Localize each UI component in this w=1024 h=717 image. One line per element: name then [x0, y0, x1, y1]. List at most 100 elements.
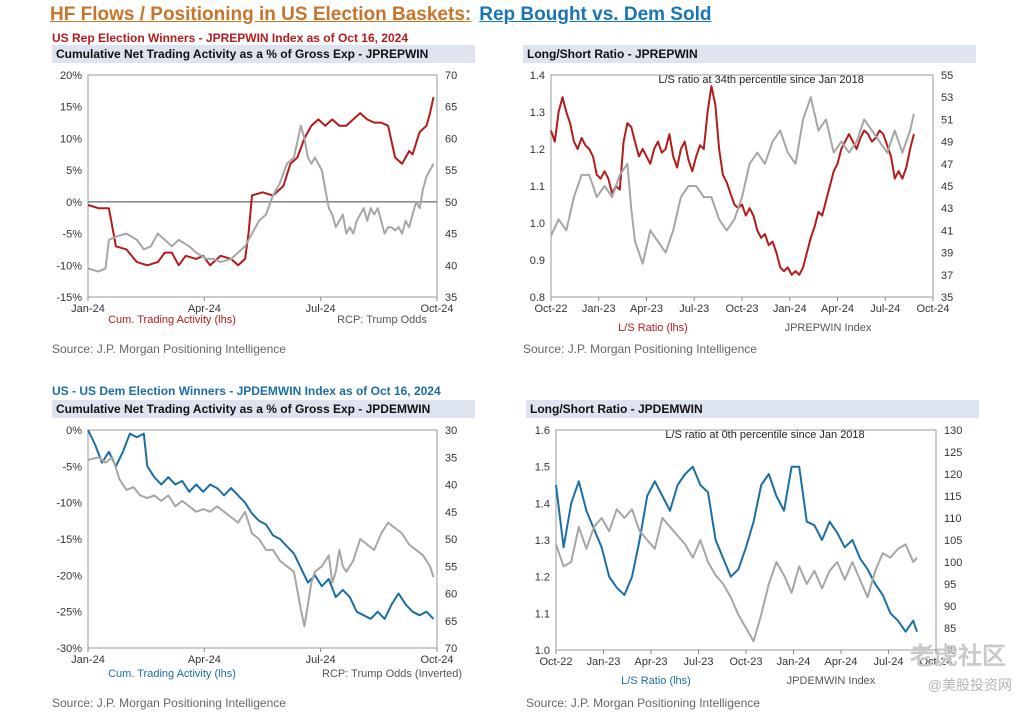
- left-axis-tick: 1.4: [535, 498, 550, 510]
- x-axis-tick: Jul-23: [684, 656, 714, 668]
- x-axis-tick: Oct-23: [725, 303, 758, 315]
- dem-ls-panel: Long/Short Ratio - JPDEMWIN 1.6 1.5 1.4 1.3…: [526, 400, 979, 700]
- right-axis-tick: 35: [941, 292, 953, 304]
- right-axis-tick: 70: [445, 643, 457, 655]
- legend-right: JPDEMWIN Index: [787, 675, 876, 687]
- source-note: Source: J.P. Morgan Positioning Intellig…: [52, 696, 286, 710]
- title-part2: Rep Bought vs. Dem Sold: [479, 4, 712, 25]
- right-axis-tick: 95: [944, 579, 956, 591]
- section-dem-title: US - US Dem Election Winners - JPDEMWIN …: [52, 384, 441, 398]
- right-axis-tick: 60: [445, 133, 457, 145]
- right-axis-tick: 110: [944, 513, 962, 525]
- right-axis-tick: 50: [445, 534, 457, 546]
- dem-flows-chart: 0% -5% -10% -15% -20% -25% -30% 30 35 40 45 50 55 60 6…: [56, 425, 462, 680]
- left-axis-tick: 1.1: [530, 181, 545, 193]
- right-axis-tick: 105: [944, 535, 962, 547]
- x-axis-tick: Oct-24: [919, 656, 952, 668]
- x-axis-tick: Jul-24: [306, 303, 336, 315]
- legend-left: L/S Ratio (lhs): [618, 322, 688, 334]
- series-line-jprepwin-index: [550, 96, 915, 265]
- legend-left: Cum. Trading Activity (lhs): [108, 668, 236, 680]
- legend-right: JPREPWIN Index: [785, 322, 872, 334]
- right-axis-tick: 35: [445, 292, 457, 304]
- source-note: Source: J.P. Morgan Positioning Intellig…: [52, 342, 286, 356]
- x-axis-tick: Jul-24: [306, 654, 336, 666]
- series-line-cum-trading-activity-lhs: [87, 429, 435, 620]
- dem-ls-title: Long/Short Ratio - JPDEMWIN: [526, 400, 979, 418]
- left-axis-tick: 1.3: [535, 535, 550, 547]
- right-axis-tick: 49: [941, 137, 953, 149]
- left-axis-tick: -25%: [56, 607, 82, 619]
- x-axis-tick: Jan-24: [773, 303, 807, 315]
- right-axis-tick: 39: [941, 248, 953, 260]
- source-note: Source: J.P. Morgan Positioning Intellig…: [526, 696, 760, 710]
- x-axis-tick: Oct-22: [539, 656, 572, 668]
- right-axis-tick: 55: [445, 165, 457, 177]
- left-axis-tick: 1.2: [530, 144, 545, 156]
- right-axis-tick: 50: [445, 197, 457, 209]
- left-axis-tick: 0%: [66, 425, 82, 437]
- x-axis-tick: Apr-24: [188, 654, 221, 666]
- right-axis-tick: 55: [941, 70, 953, 82]
- left-axis-tick: 0%: [66, 197, 82, 209]
- chart-annotation: L/S ratio at 0th percentile since Jan 20…: [665, 429, 864, 441]
- rep-flows-title: Cumulative Net Trading Activity as a % o…: [52, 45, 475, 63]
- series-line-l-s-ratio-lhs: [550, 85, 915, 276]
- right-axis-tick: 35: [445, 452, 457, 464]
- left-axis-tick: 1.0: [530, 218, 545, 230]
- dem-flows-panel: Cumulative Net Trading Activity as a % o…: [52, 400, 475, 700]
- x-axis-tick: Oct-22: [534, 303, 567, 315]
- series-line-cum-trading-activity-lhs: [87, 96, 435, 267]
- right-axis-tick: 100: [944, 557, 962, 569]
- right-axis-tick: 30: [445, 425, 457, 437]
- series-line-rcp-trump-odds: [87, 124, 435, 273]
- legend-right: RCP: Trump Odds: [337, 314, 427, 326]
- right-axis-tick: 55: [445, 561, 457, 573]
- right-axis-tick: 115: [944, 491, 962, 503]
- x-axis-tick: Jul-24: [870, 303, 900, 315]
- left-axis-tick: -5%: [62, 461, 82, 473]
- left-axis-tick: 1.2: [535, 572, 550, 584]
- series-line-l-s-ratio-lhs: [555, 465, 918, 633]
- left-axis-tick: 5%: [66, 165, 82, 177]
- dem-flows-title: Cumulative Net Trading Activity as a % o…: [52, 400, 475, 418]
- left-axis-tick: 1.6: [535, 425, 550, 437]
- plot-frame: [87, 74, 438, 298]
- right-axis-tick: 47: [941, 159, 953, 171]
- rep-ls-panel: Long/Short Ratio - JPREPWIN 1.4 1.3 1.2 1.1…: [523, 45, 976, 345]
- right-axis-tick: 65: [445, 616, 457, 628]
- x-axis-tick: Jan-24: [71, 654, 105, 666]
- rep-ls-title: Long/Short Ratio - JPREPWIN: [523, 45, 976, 63]
- plot-frame: [87, 429, 438, 649]
- left-axis-tick: -15%: [56, 534, 82, 546]
- left-axis-tick: -15%: [56, 292, 82, 304]
- right-axis-tick: 45: [941, 181, 953, 193]
- series-line-rcp-trump-odds-inverted: [87, 456, 435, 628]
- right-axis-tick: 40: [445, 480, 457, 492]
- watermark-handle: @美股投资网: [927, 677, 1012, 693]
- right-axis-tick: 51: [941, 114, 953, 126]
- x-axis-tick: Apr-24: [188, 303, 221, 315]
- right-axis-tick: 120: [944, 469, 962, 481]
- rep-flows-chart: 20% 15% 10% 5% 0% -5% -10% -15% 70 65 60 55 50 45 40 35…: [56, 70, 457, 326]
- x-axis-tick: Jan-24: [71, 303, 105, 315]
- watermark-logo: 老虎社区: [910, 643, 1006, 670]
- page-title: HF Flows / Positioning in US Election Ba…: [50, 4, 711, 26]
- left-axis-tick: -30%: [56, 643, 82, 655]
- right-axis-tick: 90: [944, 601, 956, 613]
- left-axis-tick: 0.9: [530, 255, 545, 267]
- x-axis-tick: Oct-24: [420, 303, 453, 315]
- left-axis-tick: 1.3: [530, 107, 545, 119]
- right-axis-tick: 53: [941, 92, 953, 104]
- x-axis-tick: Oct-24: [916, 303, 949, 315]
- x-axis-tick: Jan-24: [777, 656, 811, 668]
- legend-left: Cum. Trading Activity (lhs): [108, 314, 236, 326]
- left-axis-tick: -5%: [62, 229, 82, 241]
- legend-right: RCP: Trump Odds (Inverted): [322, 668, 462, 680]
- legend-left: L/S Ratio (lhs): [621, 675, 691, 687]
- left-axis-tick: 15%: [60, 102, 82, 114]
- series-line-jpdemwin-index: [555, 508, 918, 643]
- rep-ls-chart: 1.4 1.3 1.2 1.1 1.0 0.9 0.8 55 53 51 49 47 45 43 41 39 3…: [530, 70, 954, 334]
- right-axis-tick: 45: [445, 507, 457, 519]
- x-axis-tick: Jan-23: [587, 656, 621, 668]
